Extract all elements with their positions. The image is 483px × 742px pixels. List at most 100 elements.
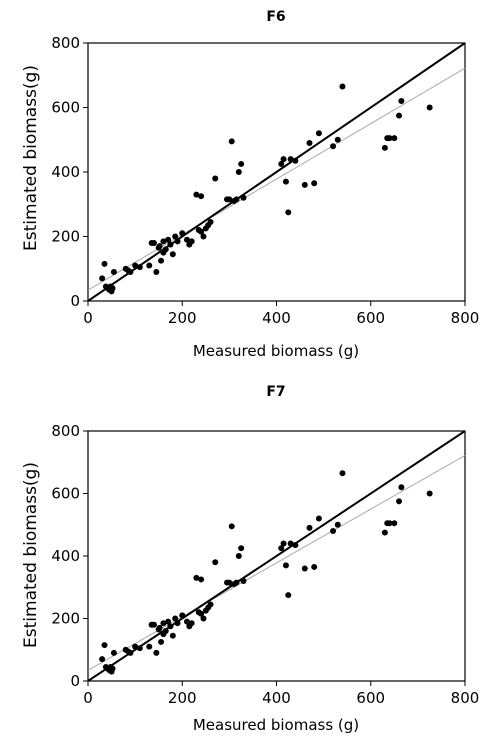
x-tick-label: 200	[168, 689, 197, 707]
data-point	[330, 528, 337, 534]
data-point	[174, 620, 181, 627]
data-point	[287, 156, 294, 163]
data-point	[169, 251, 176, 258]
y-axis-label: Estimated biomass(g)	[21, 462, 41, 648]
x-tick-label: 200	[168, 309, 197, 327]
x-axis-label: Measured biomass (g)	[193, 342, 359, 360]
data-point	[160, 238, 167, 245]
data-point	[233, 579, 240, 586]
chart-panel-f6: F6 Estimated biomass(g) Measured biomass…	[0, 0, 483, 369]
data-point	[334, 136, 341, 143]
x-tick-label: 400	[262, 309, 291, 327]
data-point	[110, 268, 117, 275]
data-point	[226, 579, 233, 586]
data-point	[285, 592, 292, 599]
data-point	[207, 601, 214, 608]
data-point	[282, 562, 289, 569]
data-point	[153, 268, 160, 275]
fit-lines	[88, 431, 465, 681]
data-point	[306, 139, 313, 146]
data-point	[386, 135, 393, 142]
data-point	[240, 194, 247, 201]
y-tick-label: 600	[51, 485, 80, 503]
data-point	[132, 643, 139, 650]
fit-lines	[88, 43, 465, 301]
data-point	[200, 233, 207, 240]
data-point	[212, 175, 219, 182]
data-point	[146, 262, 153, 269]
data-point	[179, 612, 186, 619]
data-point	[172, 615, 179, 622]
scatter-chart-f7: F7 Estimated biomass(g) Measured biomass…	[21, 384, 480, 734]
data-point	[188, 238, 195, 245]
data-point	[179, 230, 186, 237]
data-point	[280, 156, 287, 163]
data-point	[207, 218, 214, 225]
data-point	[172, 233, 179, 240]
data-point	[235, 169, 242, 175]
y-tick-label: 400	[51, 163, 80, 181]
y-axis-label: Estimated biomass(g)	[21, 65, 41, 251]
data-point	[183, 236, 190, 243]
data-point	[198, 193, 205, 200]
data-point	[301, 181, 308, 188]
data-point	[238, 545, 245, 552]
data-point	[167, 241, 174, 248]
data-point	[315, 515, 322, 522]
data-point	[396, 112, 403, 119]
x-tick-label: 600	[356, 309, 385, 327]
one-to-one-line	[88, 431, 465, 681]
data-point	[426, 104, 433, 111]
data-point	[156, 624, 163, 631]
data-point	[167, 623, 174, 630]
y-tick-label: 200	[51, 228, 80, 246]
x-tick-label: 800	[451, 309, 480, 327]
data-point	[101, 260, 108, 267]
data-point	[398, 98, 405, 105]
data-point	[330, 143, 337, 150]
data-point	[386, 520, 393, 527]
data-point	[198, 610, 205, 617]
data-point	[306, 524, 313, 531]
data-point	[188, 620, 195, 627]
data-point	[235, 553, 242, 559]
y-tick-label: 200	[51, 610, 80, 628]
data-point	[162, 246, 169, 253]
regression-line	[88, 67, 465, 291]
data-point	[391, 135, 398, 142]
data-point	[136, 264, 143, 271]
data-point	[153, 649, 160, 656]
y-tick-label: 800	[51, 34, 80, 52]
data-point	[233, 196, 240, 203]
data-point	[165, 236, 172, 243]
data-point	[311, 180, 318, 187]
data-point	[292, 542, 299, 549]
data-point	[301, 565, 308, 572]
data-point	[127, 649, 134, 656]
data-point	[287, 540, 294, 547]
data-point	[226, 196, 233, 203]
y-tick-label: 0	[70, 292, 80, 310]
data-point	[391, 520, 398, 527]
data-point	[311, 563, 318, 570]
data-point	[109, 665, 116, 672]
scatter-chart-f6: F6 Estimated biomass(g) Measured biomass…	[21, 9, 480, 360]
data-point	[169, 632, 176, 639]
data-point	[238, 160, 245, 167]
data-point	[150, 239, 157, 246]
data-point	[278, 545, 285, 552]
data-point	[165, 618, 172, 625]
y-tick-label: 0	[70, 672, 80, 690]
x-tick-label: 800	[451, 689, 480, 707]
x-tick-label: 600	[356, 689, 385, 707]
data-point	[136, 645, 143, 652]
data-point	[240, 578, 247, 584]
data-point	[198, 228, 205, 235]
data-point	[339, 470, 346, 477]
data-point	[396, 498, 403, 505]
y-tick-label: 600	[51, 99, 80, 117]
data-point	[198, 576, 205, 583]
data-point	[193, 574, 200, 581]
x-axis-label: Measured biomass (g)	[193, 716, 359, 734]
x-tick-label: 0	[83, 309, 93, 327]
